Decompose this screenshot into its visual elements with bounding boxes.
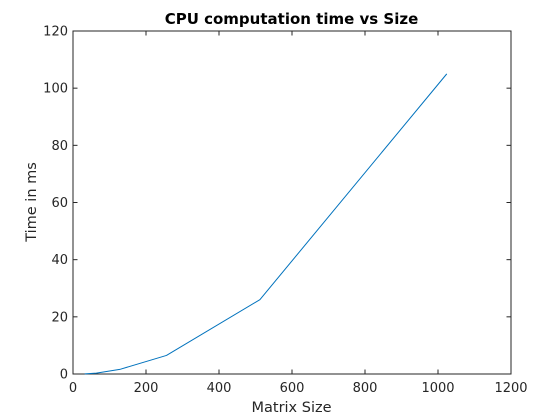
- x-tick-label: 1000: [421, 381, 454, 396]
- x-tick-label: 400: [207, 381, 232, 396]
- x-tick-label: 200: [134, 381, 159, 396]
- series-line: [84, 73, 448, 375]
- x-tick-label: 600: [280, 381, 305, 396]
- x-axis: 0 200 400 600 800 1000 1200: [69, 31, 528, 396]
- x-axis-title: Matrix Size: [251, 400, 331, 416]
- y-tick-label: 20: [51, 310, 68, 325]
- x-tick-label: 800: [353, 381, 378, 396]
- x-tick-label: 0: [69, 381, 77, 396]
- x-tick-label: 1200: [494, 381, 527, 396]
- y-tick-label: 40: [51, 253, 68, 268]
- y-axis: 0 20 40 60 80 100 120: [43, 25, 511, 383]
- y-tick-label: 60: [51, 196, 68, 211]
- series-group: [84, 73, 448, 375]
- y-axis-title: Time in ms: [24, 162, 40, 243]
- axes-box: [72, 30, 512, 375]
- plot-area: [72, 30, 512, 375]
- chart-title: CPU computation time vs Size: [165, 10, 419, 28]
- y-tick-label: 0: [60, 368, 68, 383]
- y-tick-label: 80: [51, 139, 68, 154]
- y-tick-label: 120: [43, 25, 68, 40]
- y-tick-label: 100: [43, 82, 68, 97]
